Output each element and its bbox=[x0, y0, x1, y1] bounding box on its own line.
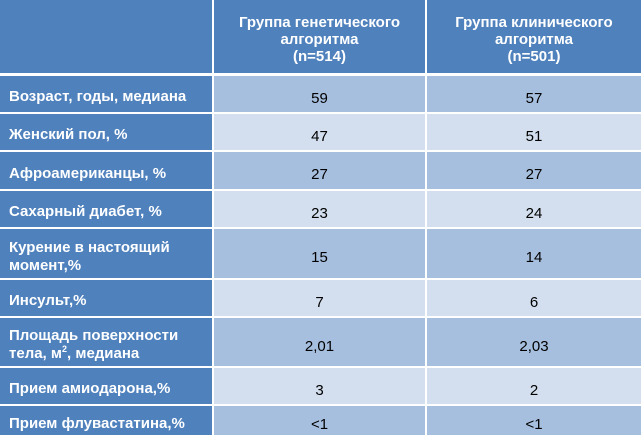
table-cell-age-genetic: 59 bbox=[214, 76, 427, 114]
row-label-amiodarone-text: Прием амиодарона,% bbox=[9, 380, 171, 397]
row-label-fluvastatin: Прием флувастатина,% bbox=[0, 406, 214, 437]
row-label-body-surface-area-text: Площадь поверхности тела, м2, медиана bbox=[9, 321, 206, 363]
table-cell-stroke-clinical: 6 bbox=[427, 280, 641, 318]
value-bsa-genetic: 2,01 bbox=[304, 337, 335, 355]
value-african-american-genetic: 27 bbox=[311, 166, 328, 183]
header-clinical-group: Группа клинического алгоритма (n=501) bbox=[427, 0, 641, 76]
row-label-age: Возраст, годы, медиана bbox=[0, 76, 214, 114]
value-amiodarone-clinical: 2 bbox=[529, 381, 539, 399]
table-cell-female-genetic: 47 bbox=[214, 114, 427, 152]
row-label-smoking: Курение в настоящий момент,% bbox=[0, 229, 214, 280]
value-diabetes-clinical: 24 bbox=[525, 204, 543, 222]
table-cell-smoking-clinical: 14 bbox=[427, 229, 641, 280]
table-cell-fluvastatin-clinical: <1 bbox=[427, 406, 641, 437]
table-cell-stroke-genetic: 7 bbox=[214, 280, 427, 318]
row-label-african-american: Афроамериканцы, % bbox=[0, 152, 214, 191]
row-label-female: Женский пол, % bbox=[0, 114, 214, 152]
table-cell-amiodarone-clinical: 2 bbox=[427, 368, 641, 406]
row-label-diabetes: Сахарный диабет, % bbox=[0, 191, 214, 229]
table-cell-female-clinical: 51 bbox=[427, 114, 641, 152]
value-stroke-clinical: 6 bbox=[529, 293, 539, 311]
table-cell-amiodarone-genetic: 3 bbox=[214, 368, 427, 406]
header-corner-cell bbox=[0, 0, 214, 76]
value-fluvastatin-genetic: <1 bbox=[310, 416, 329, 433]
header-genetic-group-text: Группа генетического алгоритма (n=514) bbox=[238, 14, 401, 65]
value-female-clinical: 51 bbox=[525, 127, 543, 145]
row-label-fluvastatin-text: Прием флувастатина,% bbox=[9, 414, 185, 432]
table-cell-african-american-genetic: 27 bbox=[214, 152, 427, 191]
value-stroke-genetic: 7 bbox=[315, 293, 324, 311]
table-cell-fluvastatin-genetic: <1 bbox=[214, 406, 427, 437]
row-label-female-text: Женский пол, % bbox=[9, 126, 128, 143]
value-diabetes-genetic: 23 bbox=[311, 204, 328, 222]
table-cell-diabetes-genetic: 23 bbox=[214, 191, 427, 229]
table-cell-age-clinical: 57 bbox=[427, 76, 641, 114]
header-corner-text bbox=[0, 34, 212, 40]
table-cell-african-american-clinical: 27 bbox=[427, 152, 641, 191]
bsa-label-part2: , медиана bbox=[67, 345, 140, 362]
value-female-genetic: 47 bbox=[311, 127, 328, 145]
table-cell-bsa-genetic: 2,01 bbox=[214, 318, 427, 368]
row-label-diabetes-text: Сахарный диабет, % bbox=[9, 203, 162, 220]
value-amiodarone-genetic: 3 bbox=[315, 381, 324, 399]
value-age-genetic: 59 bbox=[311, 89, 328, 107]
header-clinical-group-text: Группа клинического алгоритма (n=501) bbox=[455, 14, 613, 65]
row-label-body-surface-area: Площадь поверхности тела, м2, медиана bbox=[0, 318, 214, 368]
value-african-american-clinical: 27 bbox=[525, 166, 543, 183]
row-label-stroke-text: Инсульт,% bbox=[9, 292, 87, 309]
value-age-clinical: 57 bbox=[525, 89, 543, 107]
table-cell-smoking-genetic: 15 bbox=[214, 229, 427, 280]
value-smoking-genetic: 15 bbox=[311, 249, 328, 266]
bsa-label-superscript: 2 bbox=[62, 344, 68, 354]
bsa-label-part1: Площадь поверхности тела, м bbox=[9, 327, 179, 362]
row-label-african-american-text: Афроамериканцы, % bbox=[9, 164, 167, 182]
value-fluvastatin-clinical: <1 bbox=[525, 416, 543, 433]
header-genetic-group: Группа генетического алгоритма (n=514) bbox=[214, 0, 427, 76]
row-label-amiodarone: Прием амиодарона,% bbox=[0, 368, 214, 406]
row-label-stroke: Инсульт,% bbox=[0, 280, 214, 318]
table-cell-diabetes-clinical: 24 bbox=[427, 191, 641, 229]
table-cell-bsa-clinical: 2,03 bbox=[427, 318, 641, 368]
value-bsa-clinical: 2,03 bbox=[519, 337, 549, 355]
value-smoking-clinical: 14 bbox=[525, 249, 543, 266]
row-label-age-text: Возраст, годы, медиана bbox=[9, 88, 187, 105]
row-label-smoking-text: Курение в настоящий момент,% bbox=[9, 238, 170, 274]
